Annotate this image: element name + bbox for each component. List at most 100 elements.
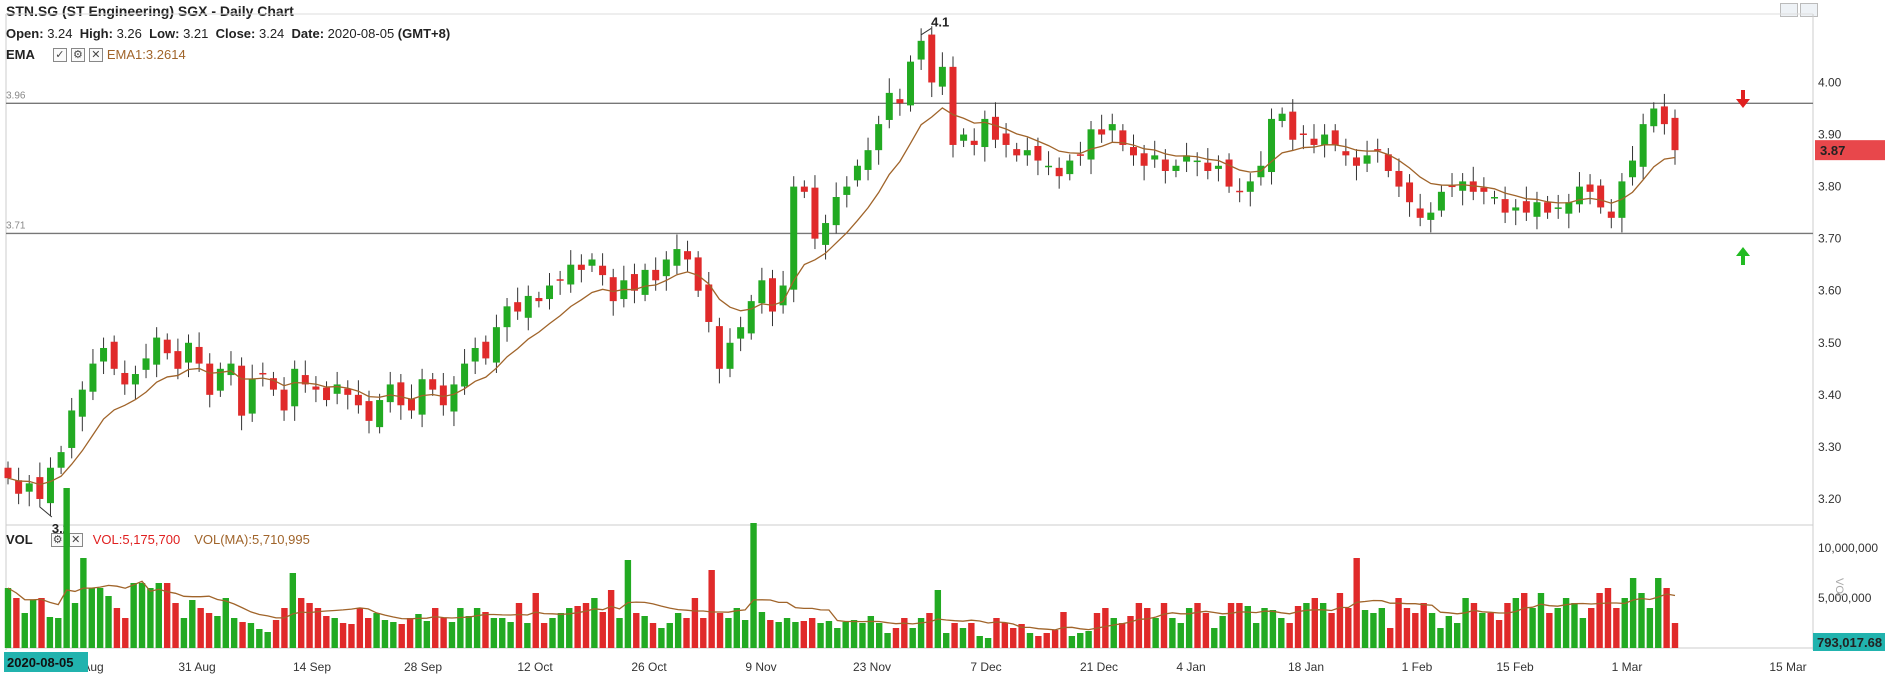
candle-body bbox=[599, 265, 607, 276]
volume-bar bbox=[38, 598, 45, 648]
high-value: 3.26 bbox=[116, 26, 142, 41]
candle-body bbox=[89, 363, 97, 392]
volume-bar bbox=[758, 612, 766, 648]
volume-bar bbox=[1529, 608, 1536, 648]
candle-body bbox=[312, 386, 320, 390]
high-label: High: bbox=[79, 26, 113, 41]
candle-body bbox=[195, 346, 203, 364]
candle-body bbox=[535, 298, 543, 302]
volume-bar bbox=[406, 618, 414, 648]
candle-body bbox=[174, 351, 182, 369]
candle-body bbox=[1352, 157, 1360, 166]
volume-bar bbox=[674, 613, 682, 648]
x-tick-label: 26 Oct bbox=[631, 660, 667, 674]
timezone-label: (GMT+8) bbox=[397, 26, 451, 41]
candle-body bbox=[1671, 117, 1679, 151]
volume-bar bbox=[1110, 618, 1117, 648]
volume-bar bbox=[607, 590, 615, 648]
volume-bar bbox=[130, 583, 137, 648]
volume-bar bbox=[1068, 636, 1076, 648]
last-price-tag bbox=[1815, 140, 1885, 161]
candle-body bbox=[1639, 124, 1647, 167]
volume-bar bbox=[1378, 608, 1386, 648]
candle-body bbox=[238, 365, 246, 416]
volume-ma-line bbox=[7, 580, 1676, 631]
candle-body bbox=[1597, 185, 1605, 208]
candle-body bbox=[1395, 170, 1403, 187]
volume-bar bbox=[205, 613, 213, 648]
volume-bar bbox=[1093, 613, 1101, 648]
y-tick-label: 3.40 bbox=[1818, 388, 1842, 402]
volume-bar bbox=[1395, 598, 1402, 648]
candle-body bbox=[100, 347, 108, 362]
candle-body bbox=[1299, 133, 1307, 135]
volume-bar bbox=[1043, 633, 1050, 648]
x-tick-label: 21 Dec bbox=[1080, 660, 1118, 674]
volume-bar bbox=[1504, 603, 1511, 648]
volume-bar bbox=[993, 618, 1000, 648]
candle-body bbox=[705, 284, 713, 322]
volume-bar bbox=[968, 623, 975, 648]
candle-body bbox=[110, 341, 118, 369]
volume-bar bbox=[1252, 623, 1260, 648]
chart-title: STN.SG (ST Engineering) SGX - Daily Char… bbox=[6, 3, 294, 19]
volume-bar bbox=[172, 603, 179, 648]
volume-bar bbox=[658, 628, 665, 648]
volume-bar bbox=[29, 600, 37, 648]
candle-body bbox=[1246, 181, 1254, 192]
volume-bar bbox=[984, 638, 992, 648]
ema-label: EMA1: bbox=[106, 47, 146, 62]
candle-body bbox=[1172, 165, 1180, 171]
volume-bar bbox=[1269, 610, 1277, 648]
candle-body bbox=[1119, 130, 1127, 145]
candle-body bbox=[524, 295, 532, 318]
candle-body bbox=[747, 301, 755, 334]
candle-body bbox=[1650, 108, 1658, 127]
volume-bar bbox=[1001, 623, 1009, 648]
y-tick-label: 4.00 bbox=[1818, 75, 1842, 89]
candle-body bbox=[153, 337, 161, 365]
gear-icon[interactable]: ⚙ bbox=[70, 47, 85, 62]
x-tick-label: 4 Jan bbox=[1176, 660, 1205, 674]
volume-bar bbox=[356, 608, 364, 648]
volume-bar bbox=[1462, 598, 1469, 648]
volume-bar bbox=[574, 606, 581, 648]
volume-bar bbox=[239, 622, 246, 648]
volume-bar bbox=[1596, 593, 1603, 648]
x-tick-label: 14 Sep bbox=[293, 660, 331, 674]
candle-body bbox=[492, 327, 500, 363]
volume-bar bbox=[499, 618, 506, 648]
volume-bar bbox=[71, 603, 79, 648]
candle-body bbox=[1268, 118, 1276, 173]
candle-body bbox=[726, 342, 734, 369]
close-icon[interactable]: ✕ bbox=[88, 47, 103, 62]
candle-body bbox=[1129, 147, 1137, 156]
volume-bar bbox=[1169, 618, 1176, 648]
candle-body bbox=[896, 99, 904, 104]
candle-body bbox=[758, 280, 766, 304]
volume-bar bbox=[1604, 588, 1612, 648]
check-icon[interactable]: ✓ bbox=[52, 47, 67, 62]
x-tick-label: 7 Dec bbox=[970, 660, 1001, 674]
volume-bar bbox=[1370, 613, 1377, 648]
volume-bar bbox=[88, 588, 95, 648]
volume-bar bbox=[1454, 623, 1461, 648]
volume-bar bbox=[1663, 588, 1670, 648]
volume-bar bbox=[373, 613, 380, 648]
candle-body bbox=[1522, 201, 1530, 213]
candle-body bbox=[471, 347, 479, 362]
candle-body bbox=[556, 279, 564, 281]
candle-body bbox=[1055, 167, 1063, 177]
volume-bar bbox=[700, 618, 707, 648]
open-value: 3.24 bbox=[47, 26, 73, 41]
candle-body bbox=[768, 278, 776, 312]
volume-bar bbox=[80, 558, 87, 648]
volume-bar bbox=[281, 608, 288, 648]
volume-bar bbox=[415, 614, 422, 648]
y-tick-label: 3.90 bbox=[1818, 128, 1842, 142]
candle-body bbox=[46, 467, 54, 504]
candle-body bbox=[248, 379, 256, 414]
candle-body bbox=[800, 186, 808, 192]
volume-bar bbox=[180, 618, 188, 648]
